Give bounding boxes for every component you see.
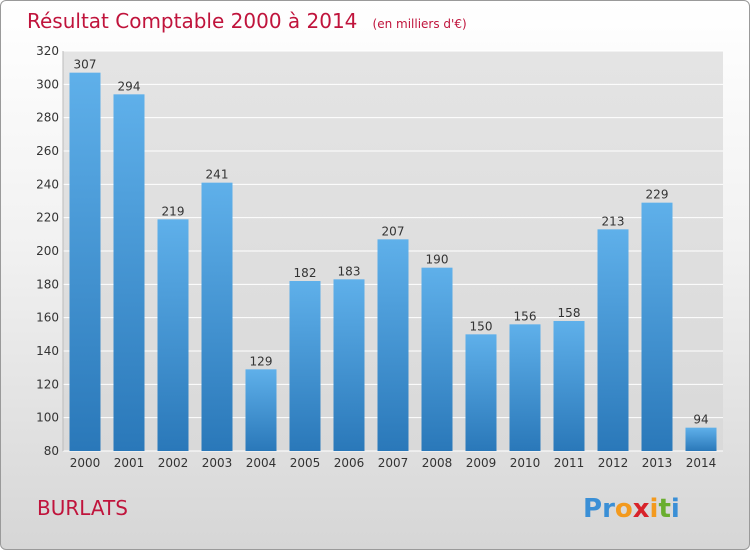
x-tick-label: 2007 bbox=[378, 456, 409, 470]
x-tick-label: 2000 bbox=[70, 456, 101, 470]
y-tick-label: 140 bbox=[36, 344, 59, 358]
data-label: 219 bbox=[162, 204, 185, 218]
data-label: 294 bbox=[118, 79, 141, 93]
bar-2009 bbox=[465, 334, 497, 451]
y-tick-label: 120 bbox=[36, 377, 59, 391]
data-label: 307 bbox=[74, 58, 97, 72]
data-label: 150 bbox=[470, 319, 493, 333]
x-tick-label: 2006 bbox=[334, 456, 365, 470]
x-tick-label: 2009 bbox=[466, 456, 497, 470]
x-tick-label: 2012 bbox=[598, 456, 629, 470]
commune-name: BURLATS bbox=[37, 496, 128, 520]
bar-2010 bbox=[509, 324, 541, 451]
data-label: 158 bbox=[558, 306, 581, 320]
data-label: 94 bbox=[693, 413, 708, 427]
y-tick-label: 220 bbox=[36, 211, 59, 225]
bars bbox=[69, 72, 717, 452]
x-tick-label: 2010 bbox=[510, 456, 541, 470]
bar-2002 bbox=[157, 219, 189, 451]
bar-2014 bbox=[685, 427, 717, 451]
data-label: 213 bbox=[602, 214, 625, 228]
logo-letter: o bbox=[615, 494, 633, 524]
y-axis: 80 100 120 140 160 180 200 220 240 260 280 300 320 bbox=[36, 44, 64, 458]
y-tick-label: 280 bbox=[36, 111, 59, 125]
logo-letter: r bbox=[602, 494, 615, 524]
x-tick-label: 2001 bbox=[114, 456, 145, 470]
y-tick-label: 160 bbox=[36, 311, 59, 325]
logo-letter: x bbox=[633, 494, 650, 524]
y-tick-label: 300 bbox=[36, 77, 59, 91]
data-label: 156 bbox=[514, 309, 537, 323]
data-labels: 307 294 219 241 129 182 183 207 190 150 156 158 213 2… bbox=[74, 58, 709, 427]
proxiti-logo: Proxiti bbox=[583, 494, 680, 524]
data-label: 190 bbox=[426, 253, 449, 267]
bar-2005 bbox=[289, 281, 321, 451]
y-tick-label: 320 bbox=[36, 44, 59, 58]
data-label: 229 bbox=[646, 188, 669, 202]
data-label: 241 bbox=[206, 168, 229, 182]
logo-letter: i bbox=[671, 494, 680, 524]
logo-letter: t bbox=[658, 494, 670, 524]
x-tick-label: 2002 bbox=[158, 456, 189, 470]
x-tick-label: 2004 bbox=[246, 456, 277, 470]
bar-2007 bbox=[377, 239, 409, 451]
y-tick-label: 100 bbox=[36, 411, 59, 425]
x-tick-label: 2011 bbox=[554, 456, 585, 470]
bar-2003 bbox=[201, 182, 233, 451]
data-label: 183 bbox=[338, 264, 361, 278]
data-label: 182 bbox=[294, 266, 317, 280]
y-tick-label: 180 bbox=[36, 277, 59, 291]
bar-2012 bbox=[597, 229, 629, 451]
bar-2000 bbox=[69, 72, 101, 452]
y-tick-label: 240 bbox=[36, 177, 59, 191]
logo-letter: i bbox=[650, 494, 659, 524]
x-axis: 2000 2001 2002 2003 2004 2005 2006 2007 2008 2009… bbox=[70, 456, 717, 470]
bar-2008 bbox=[421, 267, 453, 451]
x-tick-label: 2008 bbox=[422, 456, 453, 470]
bar-2001 bbox=[113, 94, 145, 451]
bar-2011 bbox=[553, 321, 585, 451]
bar-2004 bbox=[245, 369, 277, 451]
x-tick-label: 2014 bbox=[686, 456, 717, 470]
y-tick-label: 260 bbox=[36, 144, 59, 158]
x-tick-label: 2013 bbox=[642, 456, 673, 470]
data-label: 129 bbox=[250, 354, 273, 368]
y-tick-label: 200 bbox=[36, 244, 59, 258]
logo-letter: P bbox=[583, 494, 602, 524]
bar-2006 bbox=[333, 279, 365, 451]
y-tick-label: 80 bbox=[44, 444, 59, 458]
chart-title: Résultat Comptable 2000 à 2014 (en milli… bbox=[27, 9, 467, 33]
x-tick-label: 2003 bbox=[202, 456, 233, 470]
x-tick-label: 2005 bbox=[290, 456, 321, 470]
bar-2013 bbox=[641, 202, 673, 451]
data-label: 207 bbox=[382, 224, 405, 238]
